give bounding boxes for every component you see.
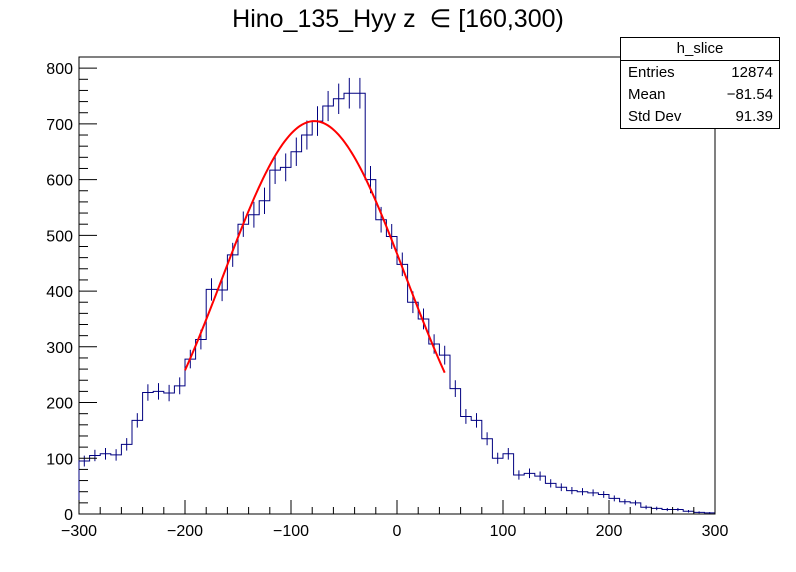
stats-row-mean: Mean −81.54 — [621, 83, 779, 105]
fit-curve — [184, 120, 446, 374]
stats-row-stddev: Std Dev 91.39 — [621, 105, 779, 127]
stats-box: h_slice Entries 12874 Mean −81.54 Std De… — [620, 37, 780, 129]
histogram-line — [78, 92, 716, 514]
y-tick-label: 300 — [46, 340, 73, 357]
stats-row-entries: Entries 12874 — [621, 61, 779, 83]
stats-value-stddev: 91.39 — [735, 108, 773, 125]
x-tick-label: −300 — [61, 523, 97, 540]
x-tick-label: 200 — [596, 523, 623, 540]
x-tick-label: 100 — [490, 523, 517, 540]
stats-label-entries: Entries — [628, 64, 675, 81]
y-tick-label: 600 — [46, 173, 73, 190]
stats-box-title: h_slice — [621, 38, 779, 61]
x-tick-label: −200 — [167, 523, 203, 540]
y-tick-label: 800 — [46, 61, 73, 78]
stats-label-mean: Mean — [628, 86, 666, 103]
x-tick-label: 300 — [702, 523, 729, 540]
stats-value-entries: 12874 — [731, 64, 773, 81]
y-tick-label: 700 — [46, 117, 73, 134]
y-tick-label: 200 — [46, 396, 73, 413]
y-tick-label: 400 — [46, 284, 73, 301]
x-tick-label: 0 — [393, 523, 402, 540]
stats-value-mean: −81.54 — [726, 86, 773, 103]
chart-title: Hino_135_Hyy z ∈ [160,300) — [232, 5, 564, 33]
y-tick-label: 0 — [64, 507, 73, 524]
y-tick-label: 100 — [46, 451, 73, 468]
y-tick-label: 500 — [46, 228, 73, 245]
stats-label-stddev: Std Dev — [628, 108, 682, 125]
x-tick-label: −100 — [273, 523, 309, 540]
